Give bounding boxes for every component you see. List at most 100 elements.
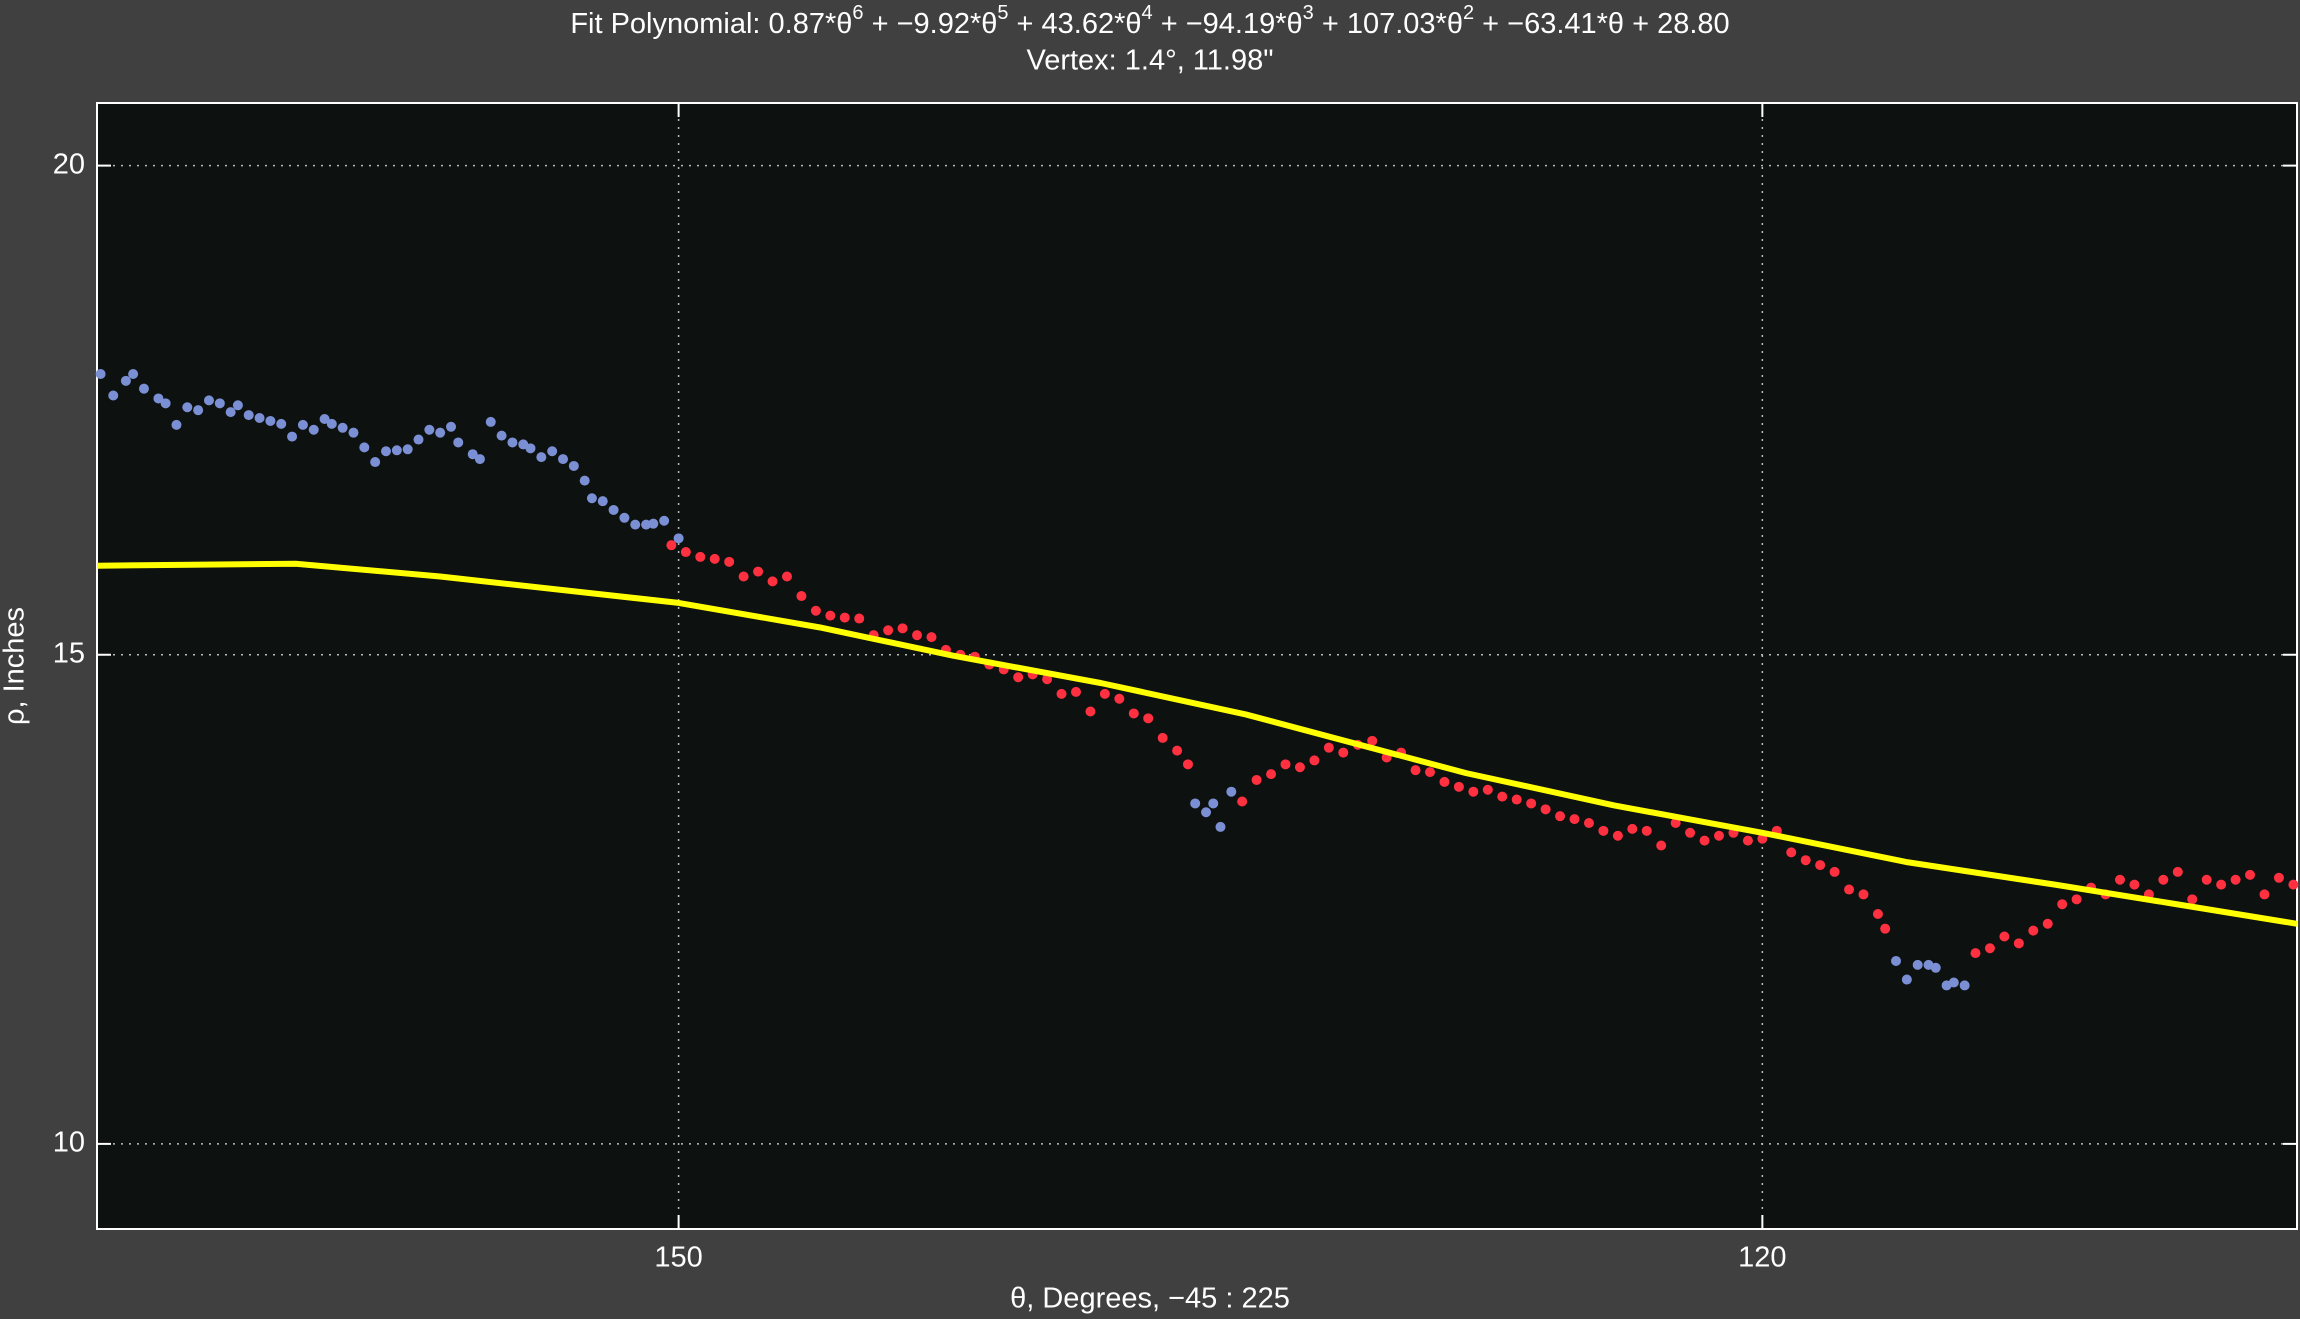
x-tick-label: 120 [1738, 1242, 1786, 1274]
point [1612, 830, 1623, 841]
point [825, 610, 836, 621]
point [1468, 786, 1479, 797]
title-superscript: 2 [1463, 2, 1474, 24]
point [1641, 825, 1652, 836]
point [1786, 847, 1797, 858]
point [2071, 894, 2082, 905]
point [1999, 931, 2010, 942]
point [1858, 889, 1869, 900]
point [474, 454, 485, 465]
point [1970, 948, 1981, 959]
point [1085, 706, 1096, 717]
point [883, 625, 894, 636]
point [391, 445, 402, 456]
point [1201, 807, 1212, 818]
point [1128, 708, 1139, 719]
title-superscript: 6 [852, 2, 863, 24]
point [1280, 759, 1291, 770]
point [680, 547, 691, 558]
title-text: + 107.03*θ [1314, 8, 1463, 40]
title-text: + −94.19*θ [1153, 8, 1303, 40]
point [1959, 980, 1970, 991]
chart-title: Fit Polynomial: 0.87*θ6 + −9.92*θ5 + 43.… [570, 2, 1729, 39]
point [326, 418, 337, 429]
point [586, 493, 597, 504]
point [1226, 786, 1237, 797]
point [424, 424, 435, 435]
point [171, 419, 182, 430]
point [453, 437, 464, 448]
point [648, 518, 659, 529]
point [402, 444, 413, 455]
y-tick-label: 20 [53, 148, 85, 180]
point [1569, 814, 1580, 825]
point [2273, 872, 2284, 883]
point [2057, 899, 2068, 910]
point [95, 368, 106, 379]
point [1670, 818, 1681, 829]
point [467, 449, 478, 460]
point [767, 576, 778, 587]
point [435, 427, 446, 438]
point [1555, 811, 1566, 822]
point [337, 422, 348, 433]
point [753, 566, 764, 577]
point [558, 454, 569, 465]
point [2201, 874, 2212, 885]
point [254, 413, 265, 424]
point [695, 551, 706, 562]
point [2245, 869, 2256, 880]
point [1182, 759, 1193, 770]
title-text: Fit Polynomial: 0.87*θ [570, 8, 852, 40]
point [485, 416, 496, 427]
point [2129, 879, 2140, 890]
point [2259, 889, 2270, 900]
x-tick-label: 150 [654, 1242, 702, 1274]
point [2172, 866, 2183, 877]
point [108, 390, 119, 401]
title-superscript: 3 [1303, 2, 1314, 24]
point [2216, 879, 2227, 890]
point [659, 515, 670, 526]
point [2042, 918, 2053, 929]
point [1880, 923, 1891, 934]
point [1070, 686, 1081, 697]
point [308, 424, 319, 435]
point [276, 418, 287, 429]
point [348, 427, 359, 438]
point [1042, 674, 1053, 685]
title-text: + −63.41*θ + 28.80 [1474, 8, 1730, 40]
point [1984, 943, 1995, 954]
point [796, 591, 807, 602]
point [1294, 762, 1305, 773]
point [1829, 866, 1840, 877]
point [1215, 821, 1226, 832]
point [225, 407, 236, 418]
point [1540, 804, 1551, 815]
point [160, 398, 171, 409]
point [597, 496, 608, 507]
point [781, 571, 792, 582]
title-superscript: 5 [997, 2, 1008, 24]
point [1912, 959, 1923, 970]
point [446, 421, 457, 432]
point [1367, 735, 1378, 746]
point [724, 556, 735, 567]
point [1157, 732, 1168, 743]
point [1410, 765, 1421, 776]
y-tick-label: 10 [53, 1127, 85, 1159]
point [1815, 860, 1826, 871]
point [1583, 818, 1594, 829]
point [1251, 774, 1262, 785]
point [1114, 693, 1125, 704]
point [1056, 688, 1067, 699]
point [214, 398, 225, 409]
point [839, 612, 850, 623]
point [738, 571, 749, 582]
point [2187, 894, 2198, 905]
point [1338, 747, 1349, 758]
point [1699, 835, 1710, 846]
point [319, 413, 330, 424]
point [1627, 823, 1638, 834]
